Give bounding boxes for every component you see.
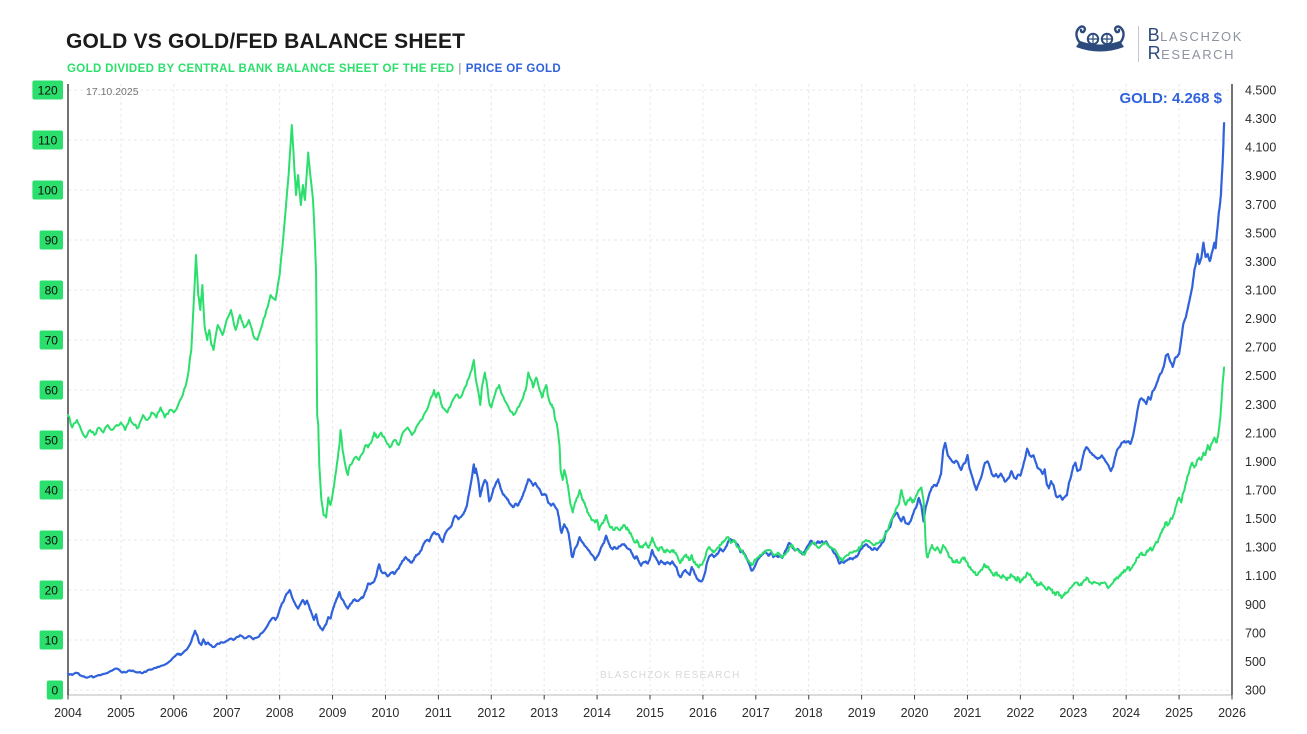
svg-text:2012: 2012 xyxy=(477,706,505,720)
svg-text:2.100: 2.100 xyxy=(1245,426,1276,440)
svg-text:2022: 2022 xyxy=(1006,706,1034,720)
svg-text:2009: 2009 xyxy=(319,706,347,720)
svg-text:1.100: 1.100 xyxy=(1245,569,1276,583)
svg-text:10: 10 xyxy=(45,634,59,648)
gridlines xyxy=(68,84,1232,695)
blaschzok-research-logo: BLASCHZOK RESEARCH xyxy=(1071,20,1243,67)
viking-ship-icon xyxy=(1071,20,1129,67)
svg-text:500: 500 xyxy=(1245,655,1266,669)
svg-text:90: 90 xyxy=(45,234,59,248)
svg-text:3.500: 3.500 xyxy=(1245,226,1276,240)
svg-text:2017: 2017 xyxy=(742,706,770,720)
svg-text:2024: 2024 xyxy=(1112,706,1140,720)
svg-text:4.300: 4.300 xyxy=(1245,112,1276,126)
svg-text:900: 900 xyxy=(1245,598,1266,612)
svg-text:40: 40 xyxy=(45,484,59,498)
svg-text:2.900: 2.900 xyxy=(1245,312,1276,326)
logo-line-2: RESEARCH xyxy=(1147,42,1236,63)
svg-text:2015: 2015 xyxy=(636,706,664,720)
date-annotation: 17.10.2025 xyxy=(86,86,139,98)
legend-gold-fed-ratio: GOLD DIVIDED BY CENTRAL BANK BALANCE SHE… xyxy=(67,63,455,75)
logo-divider xyxy=(1137,25,1139,62)
svg-text:300: 300 xyxy=(1245,684,1266,698)
svg-text:3.900: 3.900 xyxy=(1245,169,1276,183)
svg-text:4.500: 4.500 xyxy=(1245,84,1276,98)
svg-text:110: 110 xyxy=(38,134,57,148)
svg-text:120: 120 xyxy=(38,84,58,98)
svg-text:2021: 2021 xyxy=(954,706,982,720)
logo-line-1: BLASCHZOK xyxy=(1147,24,1243,45)
svg-text:0: 0 xyxy=(52,684,59,698)
legend-separator: | xyxy=(458,63,462,75)
chart-legend: GOLD DIVIDED BY CENTRAL BANK BALANCE SHE… xyxy=(67,63,561,75)
svg-text:2023: 2023 xyxy=(1059,706,1087,720)
svg-text:2016: 2016 xyxy=(689,706,717,720)
x-axis-ticks xyxy=(67,695,1233,700)
svg-text:2011: 2011 xyxy=(425,706,452,720)
right-axis-labels: 300 500 700 900 1.100 1.300 1.500 1.700 1.900 2.1… xyxy=(1245,84,1276,698)
svg-text:1.900: 1.900 xyxy=(1245,455,1276,469)
svg-text:3.700: 3.700 xyxy=(1245,198,1276,212)
svg-text:2010: 2010 xyxy=(372,706,400,720)
svg-text:1.700: 1.700 xyxy=(1245,484,1276,498)
svg-text:2025: 2025 xyxy=(1165,706,1193,720)
svg-text:80: 80 xyxy=(45,284,59,298)
left-axis-labels: 0 10 20 30 40 50 60 70 80 90 100 110 120 xyxy=(32,80,63,700)
page-title: GOLD VS GOLD/FED BALANCE SHEET xyxy=(66,30,466,53)
svg-text:2005: 2005 xyxy=(107,706,135,720)
svg-text:2007: 2007 xyxy=(213,706,241,720)
legend-gold-price: PRICE OF GOLD xyxy=(465,63,562,75)
svg-text:2.300: 2.300 xyxy=(1245,398,1276,412)
x-axis-labels: 2004 2005 2006 2007 2008 2009 2010 2011 2012 2013… xyxy=(54,706,1246,720)
svg-text:2014: 2014 xyxy=(583,706,611,720)
svg-text:2018: 2018 xyxy=(795,706,823,720)
svg-text:30: 30 xyxy=(45,534,59,548)
svg-text:2004: 2004 xyxy=(54,706,82,720)
svg-text:2006: 2006 xyxy=(160,706,188,720)
last-price-label: GOLD: 4.268 $ xyxy=(1119,90,1222,107)
svg-text:4.100: 4.100 xyxy=(1245,141,1276,155)
svg-text:2013: 2013 xyxy=(530,706,558,720)
svg-text:60: 60 xyxy=(45,384,59,398)
svg-text:2008: 2008 xyxy=(266,706,294,720)
svg-text:50: 50 xyxy=(45,434,59,448)
watermark: BLASCHZOK RESEARCH xyxy=(600,670,741,681)
svg-text:700: 700 xyxy=(1245,626,1266,640)
svg-text:2.700: 2.700 xyxy=(1245,341,1276,355)
svg-text:2020: 2020 xyxy=(901,706,929,720)
svg-text:2019: 2019 xyxy=(848,706,876,720)
logo-wordmark: BLASCHZOK RESEARCH xyxy=(1148,26,1243,62)
svg-text:2026: 2026 xyxy=(1218,706,1246,720)
series-gold-price-line xyxy=(66,121,1226,679)
svg-text:3.100: 3.100 xyxy=(1245,284,1276,298)
svg-text:1.300: 1.300 xyxy=(1245,541,1276,555)
svg-text:100: 100 xyxy=(38,184,58,198)
svg-text:20: 20 xyxy=(45,584,59,598)
svg-text:3.300: 3.300 xyxy=(1245,255,1276,269)
svg-text:70: 70 xyxy=(45,334,59,348)
series-gold-fed-ratio-line xyxy=(67,124,1226,600)
svg-text:1.500: 1.500 xyxy=(1245,512,1276,526)
svg-text:2.500: 2.500 xyxy=(1245,369,1276,383)
